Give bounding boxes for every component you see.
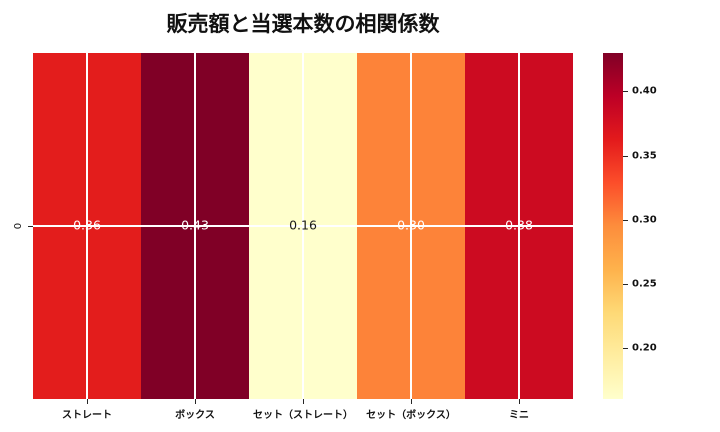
x-tick-mark (411, 399, 412, 404)
grid-hline (33, 225, 573, 227)
heatmap-cell: 0.30 セット（ボックス） (357, 53, 465, 421)
heatmap-cell: 0.36 ストレート (33, 53, 141, 421)
x-tick-mark (87, 399, 88, 404)
colorbar-tick-mark (623, 155, 628, 157)
cell-value-label: 0.30 (397, 217, 425, 233)
y-tick-mark (28, 226, 33, 227)
colorbar-tick-mark (623, 91, 628, 93)
colorbar-tick-mark (623, 347, 628, 349)
x-tick-label: セット（ボックス） (366, 410, 456, 421)
cell-value-label: 0.36 (73, 217, 101, 233)
x-tick-label: ストレート (62, 410, 112, 421)
heatmap-cell: 0.16 セット（ストレート） (249, 53, 357, 421)
cell-value-label: 0.43 (181, 217, 209, 233)
colorbar-tick-mark (623, 219, 628, 221)
chart-title: 販売額と当選本数の相関係数 (166, 12, 440, 36)
x-tick-label: セット（ストレート） (253, 410, 353, 421)
colorbar: 0.40 0.35 0.30 0.25 0.20 (603, 53, 657, 399)
x-tick-mark (303, 399, 304, 404)
colorbar-gradient (603, 53, 623, 399)
cell-value-label: 0.16 (289, 217, 317, 233)
y-tick-label: 0 (13, 222, 24, 230)
colorbar-tick-label: 0.25 (632, 278, 657, 290)
colorbar-tick-label: 0.35 (632, 150, 657, 162)
x-tick-label: ボックス (175, 410, 215, 421)
colorbar-tick-label: 0.20 (632, 342, 657, 354)
x-tick-mark (195, 399, 196, 404)
heatmap-cell: 0.43 ボックス (141, 53, 249, 421)
colorbar-tick-label: 0.30 (632, 214, 657, 226)
x-tick-label: ミニ (509, 410, 529, 421)
colorbar-tick-mark (623, 283, 628, 285)
cell-value-label: 0.38 (505, 217, 533, 233)
x-tick-mark (519, 399, 520, 404)
colorbar-tick-label: 0.40 (632, 85, 657, 97)
heatmap-cell: 0.38 ミニ (465, 53, 573, 421)
heatmap-plot: 0.36 ストレート 0.43 ボックス 0.16 セット（ストレート） 0.30 セット（ボ… (33, 53, 573, 421)
